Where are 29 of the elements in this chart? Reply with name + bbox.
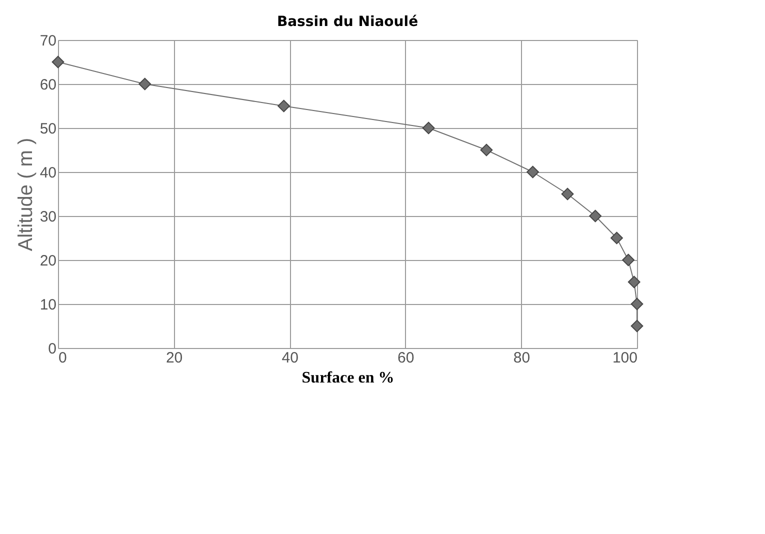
point: [52, 56, 64, 68]
point: [526, 166, 539, 178]
chart-title: Bassin du Niaoulé: [276, 14, 418, 30]
y-tick-label: 70: [40, 32, 56, 50]
y-tick-label: 60: [40, 76, 56, 94]
x-axis-title: Surface en %: [302, 370, 394, 386]
point: [561, 188, 574, 200]
x-tick-label: 80: [513, 350, 530, 366]
y-axis-title: Altitude ( m ): [14, 138, 37, 252]
y-tick-label: 10: [40, 296, 56, 314]
point: [278, 100, 290, 112]
y-tick-label: 40: [40, 164, 56, 182]
point: [622, 254, 635, 266]
point: [630, 298, 644, 310]
point: [422, 122, 435, 134]
x-tick-label: 20: [166, 350, 183, 366]
point: [630, 320, 644, 332]
point: [589, 210, 602, 222]
point: [480, 144, 493, 156]
y-tick-label: 20: [40, 252, 56, 270]
point: [628, 276, 640, 288]
point: [138, 78, 152, 90]
point: [610, 232, 623, 244]
x-tick-label: 100: [612, 350, 638, 366]
x-tick-label: 0: [58, 350, 67, 366]
x-tick-label: 40: [282, 350, 298, 366]
x-tick-label: 60: [398, 350, 414, 366]
y-tick-label: 50: [40, 120, 56, 138]
y-tick-label: 30: [40, 208, 56, 226]
